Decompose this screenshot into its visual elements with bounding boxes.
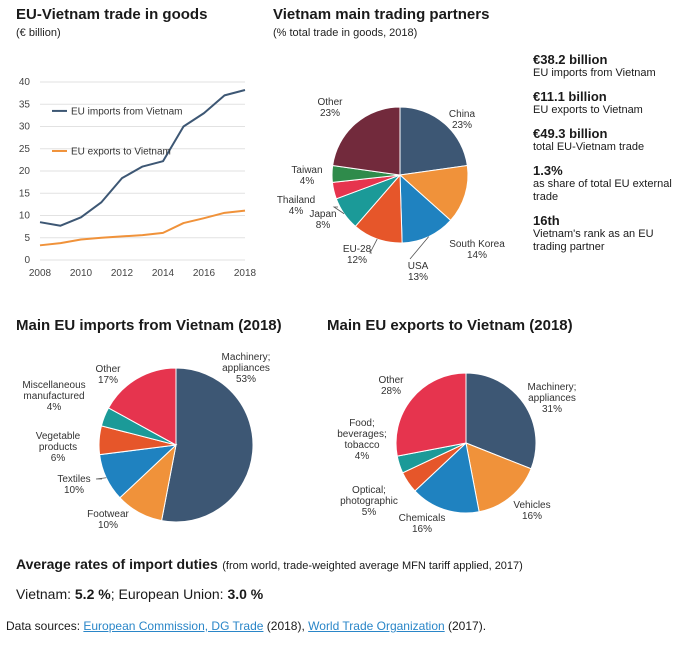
leader-line	[332, 206, 345, 215]
pie-label-taiwan: Taiwan 4%	[291, 165, 322, 187]
stat-value: 16th	[533, 213, 560, 228]
stat-label: Vietnam's rank as an EU trading partner	[533, 228, 654, 253]
source-link-dg-trade[interactable]: European Commission, DG Trade	[83, 619, 264, 633]
duties-heading: Average rates of import duties (from wor…	[16, 556, 523, 574]
series-line-eu-imports	[39, 89, 246, 227]
source-year-1: (2018),	[263, 619, 309, 633]
stat-share: 1.3% as share of total EU external trade	[533, 163, 683, 204]
stat-value: €11.1 billion	[533, 89, 607, 104]
stat-value: €38.2 billion	[533, 52, 608, 67]
stat-eu-imports: €38.2 billion EU imports from Vietnam	[533, 52, 683, 80]
y-tick-label: 15	[19, 188, 31, 199]
source-link-wto[interactable]: World Trade Organization	[308, 619, 445, 633]
stat-label: as share of total EU external trade	[533, 178, 672, 203]
pie-label-chemicals: Chemicals 16%	[399, 513, 446, 535]
imports-pie-chart: Machinery; appliances 53% Footwear 10% Textil…	[22, 352, 271, 531]
leader-line	[369, 238, 378, 254]
exports-chart-title: Main EU exports to Vietnam (2018)	[327, 317, 573, 334]
partners-chart-title: Vietnam main trading partners	[273, 6, 490, 23]
x-tick-label: 2014	[152, 268, 175, 279]
pie-slice-chemicals	[414, 442, 480, 514]
y-tick-label: 0	[24, 255, 30, 266]
pie-slice-vehicles	[465, 442, 532, 513]
duties-separator: ;	[110, 586, 119, 602]
pie-label-machinery-appliances: Machinery; appliances 53%	[222, 352, 271, 385]
pie-label-food-beverages-tobacco: Food; beverages; tobacco 4%	[337, 418, 386, 462]
y-tick-label: 5	[24, 233, 30, 244]
pie-label-textiles: Textiles 10%	[57, 474, 90, 496]
vietnam-duty-value: 5.2 %	[74, 586, 111, 602]
partners-chart-subtitle: (% total trade in goods, 2018)	[273, 27, 418, 39]
stat-label: total EU-Vietnam trade	[533, 141, 645, 153]
pie-slice-china	[399, 106, 468, 176]
y-tick-label: 30	[19, 122, 31, 133]
series-line-eu-exports	[39, 209, 246, 247]
pie-label-vegetable-products: Vegetable products 6%	[36, 431, 81, 464]
duties-note: (from world, trade-weighted average MFN …	[222, 560, 523, 572]
exports-pie-chart: Machinery; appliances 31% Vehicles 16% Chemic…	[337, 372, 577, 535]
pie-label-other: Other 17%	[95, 364, 121, 386]
pie-label-thailand: Thailand 4%	[277, 195, 315, 217]
data-sources: Data sources: European Commission, DG Tr…	[6, 619, 486, 633]
pie-label-eu-28: EU-28 12%	[343, 244, 372, 266]
x-tick-label: 2010	[70, 268, 93, 279]
imports-chart-title: Main EU imports from Vietnam (2018)	[16, 317, 282, 334]
stat-label: EU imports from Vietnam	[533, 67, 656, 79]
line-chart: 0 5 10 15 20 25 30 35 40 2008 2010 2012 2014 2016 2018…	[19, 77, 257, 279]
eu-duty-value: 3.0 %	[227, 586, 264, 602]
leader-line	[409, 236, 429, 260]
pie-label-vehicles: Vehicles 16%	[513, 500, 550, 522]
line-chart-title: EU-Vietnam trade in goods	[16, 6, 208, 23]
x-tick-label: 2018	[234, 268, 257, 279]
legend-label: EU imports from Vietnam	[71, 106, 183, 117]
y-tick-label: 20	[19, 166, 31, 177]
pie-slice-machinery-appliances	[160, 367, 254, 523]
stat-value: 1.3%	[533, 163, 563, 178]
pie-label-footwear: Footwear 10%	[87, 509, 129, 531]
y-tick-label: 10	[19, 211, 31, 222]
pie-label-miscellaneous-manufactured: Miscellaneous manufactured 4%	[22, 380, 85, 413]
y-tick-label: 35	[19, 99, 31, 110]
eu-label: European Union:	[118, 586, 228, 602]
pie-label-china: China 23%	[449, 109, 476, 131]
duties-values: Vietnam: 5.2 %; European Union: 3.0 %	[16, 586, 263, 602]
y-tick-label: 25	[19, 144, 31, 155]
sources-label: Data sources:	[6, 619, 84, 633]
stat-label: EU exports to Vietnam	[533, 104, 643, 116]
pie-slice-usa	[399, 173, 452, 244]
pie-label-other: Other 28%	[378, 375, 404, 397]
stat-eu-exports: €11.1 billion EU exports to Vietnam	[533, 89, 683, 117]
leader-line	[95, 477, 107, 480]
vietnam-label: Vietnam:	[16, 586, 75, 602]
stat-rank: 16th Vietnam's rank as an EU trading par…	[533, 213, 683, 254]
stat-value: €49.3 billion	[533, 126, 608, 141]
duties-title: Average rates of import duties	[16, 556, 218, 572]
x-tick-label: 2012	[111, 268, 134, 279]
source-year-2: (2017).	[444, 619, 487, 633]
pie-slice-other	[107, 367, 177, 446]
stat-total-trade: €49.3 billion total EU-Vietnam trade	[533, 126, 683, 154]
pie-slice-other	[395, 372, 467, 457]
pie-slice-machinery-appliances	[465, 372, 537, 470]
partners-pie-chart: China 23% South Korea 14% USA 13% EU-28 12% Japa…	[277, 97, 505, 283]
pie-label-machinery-appliances: Machinery; appliances 31%	[528, 382, 577, 415]
legend-label: EU exports to Vietnam	[71, 146, 171, 157]
pie-label-usa: USA 13%	[408, 261, 429, 283]
pie-label-south-korea: South Korea 14%	[449, 239, 505, 261]
pie-slice-south-korea	[398, 164, 469, 222]
pie-label-optical-photographic: Optical; photographic 5%	[340, 485, 398, 518]
pie-label-other: Other 23%	[317, 97, 343, 119]
y-tick-label: 40	[19, 77, 31, 88]
x-tick-label: 2016	[193, 268, 216, 279]
pie-label-japan: Japan 8%	[309, 209, 336, 231]
pie-slice-other	[332, 106, 401, 176]
stats-panel: €38.2 billion EU imports from Vietnam €1…	[533, 52, 683, 254]
line-chart-subtitle: (€ billion)	[16, 27, 61, 39]
x-tick-label: 2008	[29, 268, 52, 279]
